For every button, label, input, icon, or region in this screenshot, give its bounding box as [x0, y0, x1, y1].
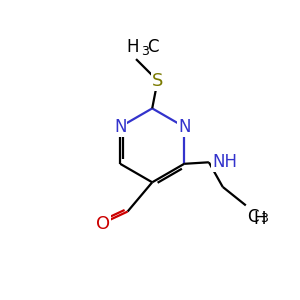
- Text: C: C: [248, 208, 259, 226]
- Text: N: N: [114, 118, 127, 136]
- Text: O: O: [96, 215, 110, 233]
- Text: C: C: [147, 38, 158, 56]
- Text: H: H: [127, 38, 139, 56]
- Text: 3: 3: [260, 212, 268, 225]
- Text: NH: NH: [212, 153, 237, 171]
- Text: N: N: [178, 118, 190, 136]
- Text: S: S: [152, 72, 163, 90]
- Text: H: H: [254, 210, 266, 228]
- Text: 3: 3: [141, 45, 149, 58]
